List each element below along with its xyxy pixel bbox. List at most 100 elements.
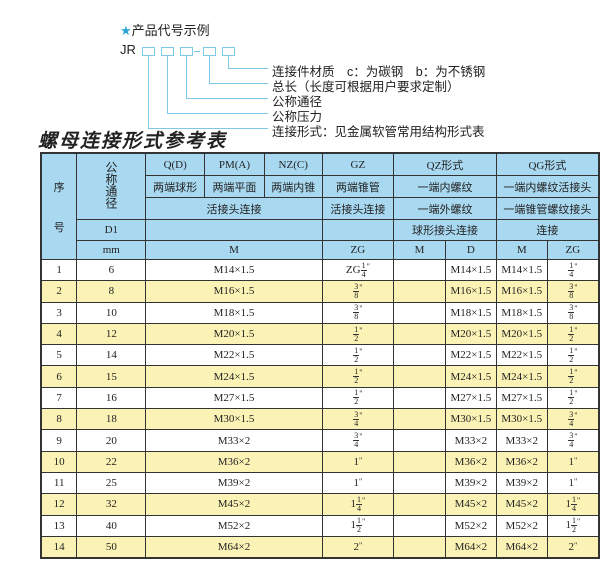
cell-m: M36×2 [145, 450, 323, 473]
fraction-den: 2 [354, 376, 359, 386]
cell-qz-d: M39×2 [444, 471, 497, 495]
inch-mark: " [574, 368, 578, 378]
cell-no: 11 [40, 471, 78, 495]
inch-mark: " [574, 346, 578, 356]
fraction-num: 3 [353, 281, 360, 292]
cell-qz-m [393, 344, 446, 367]
example-title: ★产品代号示例 [120, 20, 210, 39]
cell-zg: 3 8 " [321, 280, 395, 303]
cell-qg-m: M22×1.5 [495, 344, 548, 367]
fraction-num: 1 [360, 260, 367, 271]
table-title: 螺母连接形式参考表 [38, 131, 228, 152]
cell-qg-zg: 3 8 " [546, 301, 600, 324]
cell-qz-d: M30×1.5 [444, 408, 497, 431]
cell-m: M64×2 [145, 535, 323, 559]
header-qg-zg: ZG [546, 240, 600, 260]
cell-qg-zg: 1" [546, 471, 600, 495]
cell-m: M45×2 [145, 493, 323, 516]
table-row: 4 12 M20×1.5 1 2 " M20×1.5 M20×1.5 1 2 " [40, 322, 600, 346]
cell-qg-zg: 1 1 4 " [546, 493, 600, 516]
inch-mark: " [366, 261, 370, 271]
fraction-den: 2 [571, 525, 576, 535]
zg-int: 1 [568, 477, 574, 490]
zg-prefix: ZG [345, 263, 361, 276]
cell-qz-m [393, 493, 446, 516]
cell-qz-d: M36×2 [444, 450, 497, 473]
cell-qz-m [393, 258, 446, 282]
gz-desc: 两端锥管 [321, 175, 395, 198]
cell-qg-m: M20×1.5 [495, 322, 548, 346]
table-row: 11 25 M39×2 1" M39×2 M39×2 1" [40, 471, 600, 495]
cell-zg: 1 2 " [321, 344, 395, 367]
inch-mark: " [359, 455, 363, 465]
table-row: 12 32 M45×2 1 1 4 " M45×2 M45×2 1 1 4 " [40, 493, 600, 516]
fraction-den: 4 [569, 418, 574, 428]
fraction-num: 1 [568, 324, 575, 335]
cell-qz-m [393, 471, 446, 495]
header-nz: NZ(C) [263, 152, 323, 176]
inch-mark: " [359, 346, 363, 356]
cell-no: 1 [40, 258, 78, 282]
inch-mark: " [574, 432, 578, 442]
table-body: 1 6 M14×1.5 ZG 1 4 " M14×1.5 M14×1.5 1 4 " 2 8 M16×1.5… [40, 258, 600, 559]
cell-qg-m: M36×2 [495, 450, 548, 473]
fraction-num: 1 [568, 388, 575, 399]
qz-desc2: 一端外螺纹 [393, 197, 497, 220]
header-qg: QG形式 [495, 152, 600, 176]
cell-dn: 20 [76, 429, 147, 452]
fraction-den: 8 [569, 312, 574, 322]
union-conn: 活接头连接 [145, 197, 323, 220]
cell-dn: 15 [76, 365, 147, 388]
fraction-num: 3 [568, 431, 575, 442]
cell-zg: 1 2 " [321, 365, 395, 388]
qz-desc: 一端内螺纹 [393, 175, 497, 198]
fraction-den: 2 [569, 333, 574, 343]
table-row: 10 22 M36×2 1" M36×2 M36×2 1" [40, 450, 600, 473]
cell-dn: 10 [76, 301, 147, 324]
cell-qg-m: M52×2 [495, 514, 548, 537]
cell-qz-d: M20×1.5 [444, 322, 497, 346]
fraction-num: 1 [353, 367, 360, 378]
cell-dn: 22 [76, 450, 147, 473]
cell-dn: 6 [76, 258, 147, 282]
cell-zg: 3 4 " [321, 408, 395, 431]
cell-no: 12 [40, 493, 78, 516]
cell-qz-m [393, 514, 446, 537]
fraction-num: 3 [568, 303, 575, 314]
cell-no: 5 [40, 344, 78, 367]
header-qd: Q(D) [145, 152, 206, 176]
inch-mark: " [574, 282, 578, 292]
cell-dn: 18 [76, 408, 147, 431]
inch-mark: " [574, 410, 578, 420]
fraction-den: 2 [357, 525, 361, 535]
fraction-den: 2 [354, 333, 359, 343]
header-serial: 序号 [40, 152, 78, 260]
header-zg: ZG [321, 240, 395, 260]
cell-no: 4 [40, 322, 78, 346]
cell-qg-m: M64×2 [495, 535, 548, 559]
cell-zg: 1 1 2 " [321, 514, 395, 537]
fraction-num: 1 [568, 260, 575, 271]
fraction-den: 4 [569, 440, 574, 450]
qg-desc3: 连接 [495, 219, 600, 241]
cell-m: M14×1.5 [145, 258, 323, 282]
fraction-num: 1 [356, 494, 362, 505]
fraction-num: 3 [353, 409, 360, 420]
zg-int: 2 [568, 541, 574, 553]
inch-mark: " [359, 389, 363, 399]
inch-mark: " [359, 368, 363, 378]
zg-int: 2 [353, 541, 360, 553]
zg-int: 1 [353, 477, 360, 490]
cell-qz-m [393, 408, 446, 431]
